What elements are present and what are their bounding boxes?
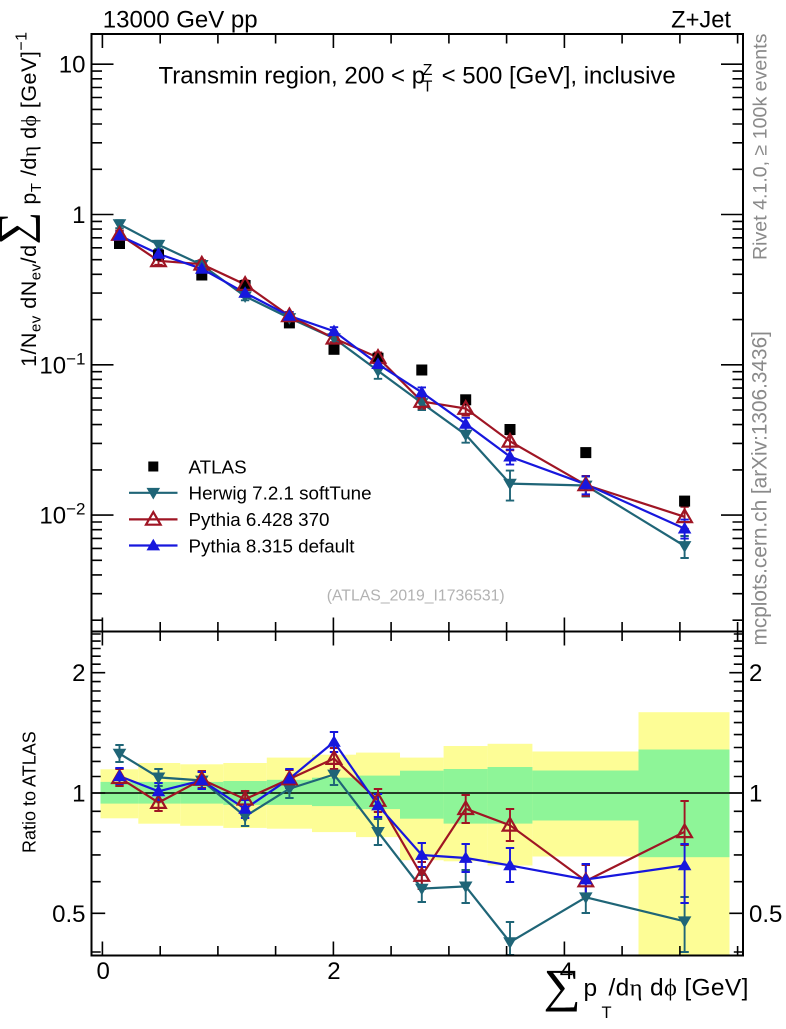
svg-text:2: 2 bbox=[749, 660, 762, 687]
svg-text:∑: ∑ bbox=[543, 960, 581, 1012]
svg-text:ATLAS: ATLAS bbox=[189, 456, 247, 477]
svg-text:Rivet 4.1.0, ≥ 100k events: Rivet 4.1.0, ≥ 100k events bbox=[750, 33, 772, 260]
svg-text:0.5: 0.5 bbox=[52, 901, 85, 928]
svg-text:1: 1 bbox=[749, 781, 762, 808]
svg-text:0.5: 0.5 bbox=[749, 901, 782, 928]
svg-text:2: 2 bbox=[72, 660, 85, 687]
svg-text:Herwig 7.2.1 softTune: Herwig 7.2.1 softTune bbox=[189, 483, 372, 504]
svg-text:1: 1 bbox=[72, 781, 85, 808]
svg-text:Pythia 6.428 370: Pythia 6.428 370 bbox=[189, 509, 330, 530]
svg-text:10−2: 10−2 bbox=[39, 500, 85, 530]
svg-text:13000 GeV pp: 13000 GeV pp bbox=[103, 6, 258, 33]
svg-text:0: 0 bbox=[97, 958, 110, 985]
svg-text:Z+Jet: Z+Jet bbox=[671, 8, 731, 34]
svg-text:mcplots.cern.ch [arXiv:1306.34: mcplots.cern.ch [arXiv:1306.3436] bbox=[749, 331, 772, 645]
svg-text:/dη dϕ [GeV]: /dη dϕ [GeV] bbox=[609, 975, 749, 1002]
svg-text:2: 2 bbox=[327, 958, 340, 985]
svg-text:Ratio to ATLAS: Ratio to ATLAS bbox=[20, 731, 40, 853]
svg-text:(ATLAS_2019_I1736531): (ATLAS_2019_I1736531) bbox=[327, 588, 505, 605]
svg-text:1: 1 bbox=[72, 202, 85, 229]
svg-text:4: 4 bbox=[560, 958, 573, 985]
svg-text:p: p bbox=[584, 975, 598, 1002]
svg-text:10: 10 bbox=[59, 52, 86, 79]
svg-text:Pythia 8.315 default: Pythia 8.315 default bbox=[189, 535, 356, 556]
svg-text:T: T bbox=[602, 1004, 612, 1022]
